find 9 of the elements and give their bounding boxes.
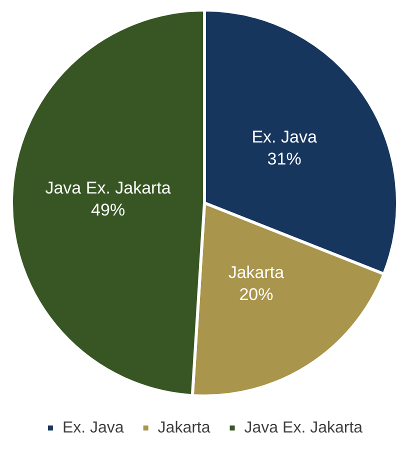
slice-label: Jakarta xyxy=(228,263,285,282)
legend-label: Java Ex. Jakarta xyxy=(244,419,363,436)
legend-label: Jakarta xyxy=(158,419,210,436)
data-label: 20% xyxy=(239,285,274,304)
slice-label: Ex. Java xyxy=(252,127,318,146)
data-label: 31% xyxy=(267,149,302,168)
data-label: 49% xyxy=(91,200,126,220)
legend-label: Ex. Java xyxy=(62,419,124,436)
slice-label: Java Ex. Jakarta xyxy=(45,178,172,198)
